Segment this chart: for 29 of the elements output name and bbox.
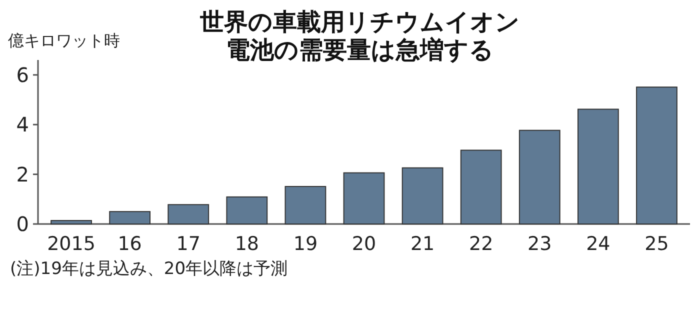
bar: [460, 150, 502, 224]
chart-title: 世界の車載用リチウムイオン電池の需要量は急増する: [199, 8, 520, 64]
bar: [402, 167, 444, 224]
x-tick-label: 20: [352, 233, 376, 255]
x-tick-label: 25: [644, 233, 669, 255]
bar: [226, 196, 268, 224]
bar: [50, 220, 92, 224]
x-tick-label: 16: [118, 233, 142, 255]
bar: [284, 186, 326, 224]
y-tick-label: 0: [16, 212, 29, 236]
text: (注)19年は見込み、20年以降は予測: [10, 259, 288, 279]
bar: [109, 211, 151, 224]
x-tick-label: 17: [176, 233, 200, 255]
x-tick-label: 23: [528, 233, 552, 255]
y-tick-label: 4: [16, 112, 29, 137]
x-tick-label: 18: [234, 233, 260, 255]
x-tick-label: 24: [586, 233, 610, 255]
x-tick-label: 19: [293, 233, 318, 255]
x-tick-label: 22: [468, 233, 494, 255]
bar: [343, 172, 385, 224]
bar: [168, 204, 210, 224]
y-tick-label: 6: [16, 62, 29, 87]
bar: [577, 108, 619, 224]
x-tick-label: 2015: [47, 233, 96, 255]
bar: [518, 130, 560, 224]
y-tick-label: 2: [16, 162, 29, 186]
bar: [636, 86, 678, 224]
y-axis-title: 億キロワット時: [8, 31, 120, 50]
x-tick-label: 21: [410, 233, 435, 255]
